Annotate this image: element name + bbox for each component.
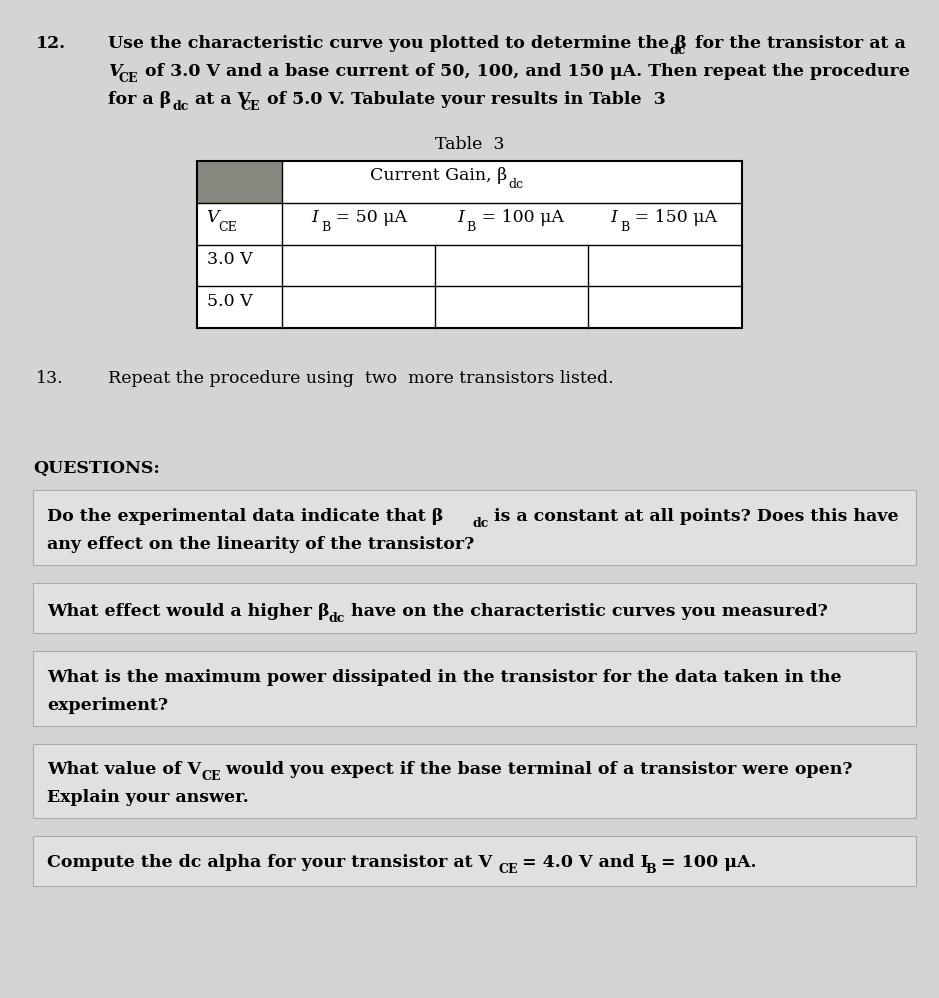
Text: V: V [207, 209, 219, 227]
Text: Explain your answer.: Explain your answer. [47, 789, 249, 806]
Text: of 5.0 V. Tabulate your results in Table  3: of 5.0 V. Tabulate your results in Table… [261, 91, 666, 108]
Text: 3.0 V: 3.0 V [207, 250, 253, 268]
Text: dc: dc [472, 517, 488, 530]
Text: have on the characteristic curves you measured?: have on the characteristic curves you me… [345, 603, 827, 620]
Text: Repeat the procedure using  two  more transistors listed.: Repeat the procedure using two more tran… [108, 370, 613, 387]
Text: dc: dc [670, 44, 685, 57]
Text: of 3.0 V and a base current of 50, 100, and 150 μA. Then repeat the procedure: of 3.0 V and a base current of 50, 100, … [139, 63, 910, 80]
Bar [33, 651, 916, 726]
Text: CE: CE [218, 221, 237, 235]
Text: = 150 μA: = 150 μA [629, 209, 717, 227]
Text: CE: CE [240, 100, 260, 113]
Text: What is the maximum power dissipated in the transistor for the data taken in the: What is the maximum power dissipated in … [47, 669, 841, 686]
Bar [33, 836, 916, 886]
Text: is a constant at all points? Does this have: is a constant at all points? Does this h… [488, 508, 899, 525]
Text: experiment?: experiment? [47, 697, 168, 714]
Text: B: B [467, 221, 476, 235]
Text: I: I [610, 209, 618, 227]
Text: CE: CE [118, 72, 138, 85]
Text: Current Gain, β: Current Gain, β [370, 167, 507, 185]
Bar [197, 161, 742, 328]
Text: 5.0 V: 5.0 V [207, 292, 253, 310]
Text: CE: CE [202, 770, 222, 783]
Text: 12.: 12. [36, 35, 66, 52]
Text: QUESTIONS:: QUESTIONS: [33, 460, 160, 477]
Text: B: B [620, 221, 629, 235]
Text: Compute the dc alpha for your transistor at V: Compute the dc alpha for your transistor… [47, 854, 492, 871]
Text: any effect on the linearity of the transistor?: any effect on the linearity of the trans… [47, 536, 474, 553]
Text: I: I [312, 209, 318, 227]
Text: = 100 μA: = 100 μA [476, 209, 564, 227]
Text: Do the experimental data indicate that β: Do the experimental data indicate that β [47, 508, 443, 525]
Text: for a β: for a β [108, 91, 171, 108]
Text: dc: dc [329, 612, 345, 625]
Bar [33, 490, 916, 565]
Text: would you expect if the base terminal of a transistor were open?: would you expect if the base terminal of… [220, 761, 853, 778]
Text: = 100 μA.: = 100 μA. [655, 854, 757, 871]
Text: B: B [321, 221, 331, 235]
Text: = 50 μA: = 50 μA [331, 209, 408, 227]
Text: V: V [108, 63, 121, 80]
Text: What value of V: What value of V [47, 761, 201, 778]
Text: for the transistor at a: for the transistor at a [689, 35, 906, 52]
Text: CE: CE [499, 863, 518, 876]
Bar [33, 744, 916, 818]
Text: = 4.0 V and I: = 4.0 V and I [516, 854, 649, 871]
Text: I: I [457, 209, 464, 227]
Text: at a V: at a V [189, 91, 251, 108]
Text: Use the characteristic curve you plotted to determine the β: Use the characteristic curve you plotted… [108, 35, 686, 52]
Bar [33, 583, 916, 633]
Text: Table  3: Table 3 [435, 136, 504, 153]
Text: 13.: 13. [36, 370, 63, 387]
Bar [197, 161, 282, 203]
Text: dc: dc [173, 100, 189, 113]
Text: What effect would a higher β: What effect would a higher β [47, 603, 330, 620]
Text: B: B [645, 863, 655, 876]
Text: dc: dc [508, 178, 523, 192]
